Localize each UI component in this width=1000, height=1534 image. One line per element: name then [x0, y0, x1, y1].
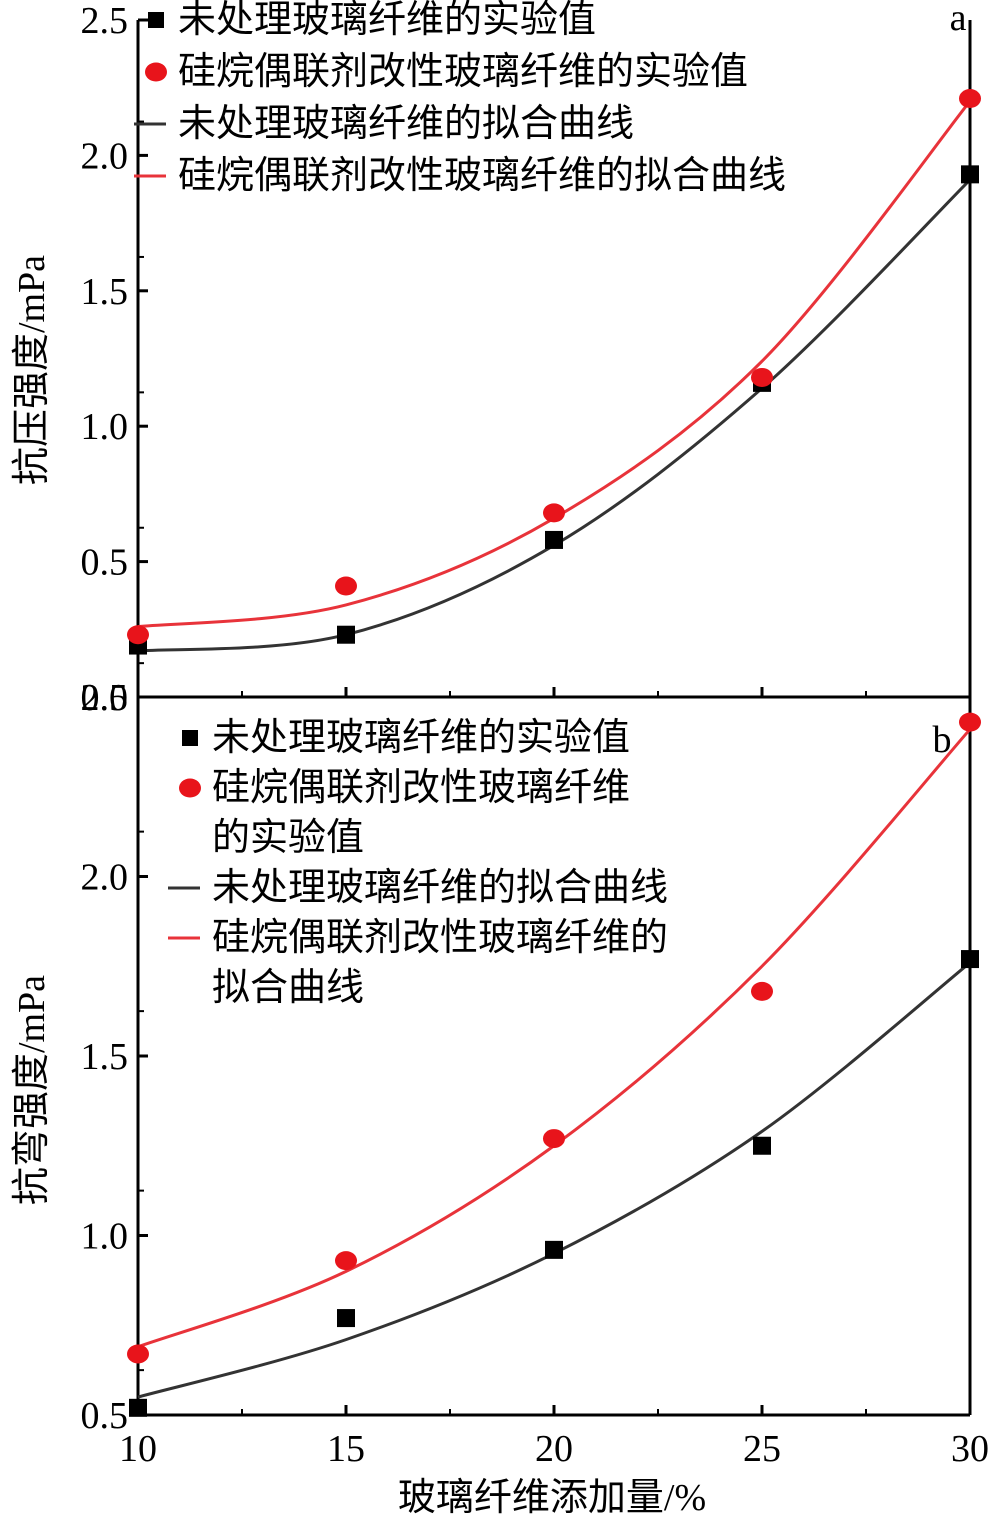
untreated-point: [337, 1309, 355, 1328]
modified-point: [959, 89, 981, 109]
y-tick-label: 0.0: [81, 677, 129, 719]
panel-b-axes: 0.5 1.0 1.5 2.0 2.5 10 15 20 25 30: [81, 651, 989, 1470]
legend-label: 硅烷偶联剂改性玻璃纤维的拟合曲线: [178, 155, 786, 197]
modified-point: [543, 1129, 565, 1149]
panel-a-y-axis-title: 抗压强度/mPa: [11, 255, 53, 485]
legend-label: 拟合曲线: [212, 967, 364, 1009]
legend-square-marker: [148, 12, 164, 28]
legend-label: 未处理玻璃纤维的拟合曲线: [178, 103, 634, 145]
modified-point: [127, 1344, 149, 1364]
legend-circle-marker: [179, 778, 201, 798]
untreated-point: [753, 1136, 771, 1155]
legend-label: 硅烷偶联剂改性玻璃纤维的实验值: [178, 51, 748, 93]
legend-label: 未处理玻璃纤维的实验值: [178, 0, 596, 41]
y-tick-label: 1.0: [81, 1216, 129, 1258]
untreated-point: [961, 950, 979, 969]
untreated-point: [961, 165, 979, 184]
x-tick-label: 30: [951, 1428, 989, 1470]
modified-point: [127, 625, 149, 645]
x-tick-label: 15: [327, 1428, 365, 1470]
legend-circle-marker: [145, 62, 167, 82]
modified-point: [751, 367, 773, 387]
untreated-point: [337, 625, 355, 644]
modified-point: [959, 712, 981, 732]
fit-curve-modified: [137, 100, 972, 629]
legend-label: 的实验值: [212, 817, 364, 859]
y-tick-label: 2.0: [81, 857, 129, 899]
modified-point: [751, 981, 773, 1001]
panel-a-fit-curves: [137, 100, 972, 653]
legend-label: 未处理玻璃纤维的拟合曲线: [212, 867, 668, 909]
y-tick-label: 0.5: [81, 542, 129, 584]
y-tick-label: 2.5: [81, 0, 129, 42]
panel-b-flexural-strength: 0.5 1.0 1.5 2.0 2.5 10 15 20 25 30 未处理玻璃纤维的实验值硅烷偶…: [11, 651, 989, 1519]
legend-square-marker: [182, 730, 198, 746]
modified-point: [335, 1251, 357, 1271]
x-axis-title: 玻璃纤维添加量/%: [398, 1477, 706, 1519]
y-tick-label: 2.5: [81, 677, 129, 719]
panel-b-legend: 未处理玻璃纤维的实验值硅烷偶联剂改性玻璃纤维的实验值未处理玻璃纤维的拟合曲线硅烷…: [168, 717, 668, 1009]
panel-a-axes: 0.0 0.5 1.0 1.5 2.0 2.5: [81, 0, 972, 719]
untreated-point: [129, 1398, 147, 1417]
y-tick-label: 2.0: [81, 135, 129, 177]
panel-a-data-points: [127, 89, 981, 655]
panel-a-label: a: [950, 0, 967, 39]
panel-b-data-points: [127, 712, 981, 1417]
panel-a-legend: 未处理玻璃纤维的实验值硅烷偶联剂改性玻璃纤维的实验值未处理玻璃纤维的拟合曲线硅烷…: [134, 0, 786, 197]
x-tick-label: 10: [119, 1428, 157, 1470]
panel-a-compressive-strength: 0.0 0.5 1.0 1.5 2.0 2.5 未处理玻璃纤维的实验值硅烷偶联剂改性玻璃纤…: [11, 0, 981, 719]
x-tick-label: 25: [743, 1428, 781, 1470]
legend-label: 未处理玻璃纤维的实验值: [212, 717, 630, 759]
fit-curve-modified: [137, 728, 972, 1349]
y-tick-label: 1.5: [81, 1036, 129, 1078]
panel-b-label: b: [933, 719, 952, 761]
modified-point: [335, 576, 357, 596]
x-tick-label: 20: [535, 1428, 573, 1470]
y-tick-label: 1.0: [81, 406, 129, 448]
untreated-point: [545, 1240, 563, 1259]
legend-label: 硅烷偶联剂改性玻璃纤维: [212, 767, 630, 809]
panel-b-y-axis-title: 抗弯强度/mPa: [11, 975, 53, 1205]
y-tick-label: 1.5: [81, 271, 129, 313]
legend-label: 硅烷偶联剂改性玻璃纤维的: [212, 917, 668, 959]
modified-point: [543, 503, 565, 523]
y-tick-label: 0.5: [81, 1395, 129, 1437]
untreated-point: [545, 530, 563, 549]
fit-curve-untreated: [137, 961, 971, 1399]
fit-curve-untreated: [137, 178, 972, 653]
